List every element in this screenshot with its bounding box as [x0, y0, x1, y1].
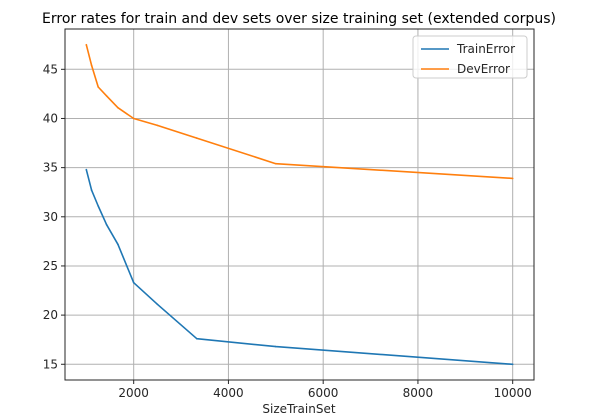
- x-tick-label: 4000: [213, 386, 244, 400]
- series-lines: [85, 43, 514, 366]
- data-point-deverror: [117, 106, 119, 109]
- y-tick-label: 20: [43, 308, 58, 322]
- y-tick-label: 35: [43, 161, 58, 175]
- plot-frame: [64, 28, 535, 381]
- y-tick-label: 15: [43, 357, 58, 371]
- x-axis-label: SizeTrainSet: [262, 402, 335, 416]
- grid-lines: [65, 29, 534, 380]
- x-tick-label: 10000: [494, 386, 532, 400]
- data-point-deverror: [275, 162, 277, 165]
- data-point-deverror: [90, 64, 93, 67]
- data-point-deverror: [132, 117, 135, 120]
- y-tick-label: 45: [43, 62, 58, 76]
- data-point-trainerror: [275, 345, 277, 348]
- data-point-trainerror: [156, 303, 159, 306]
- data-point-trainerror: [105, 223, 108, 226]
- data-point-trainerror: [117, 243, 119, 246]
- data-point-trainerror: [132, 281, 135, 284]
- data-point-trainerror: [85, 168, 88, 171]
- legend-label-deverror: DevError: [457, 62, 510, 76]
- legend-label-trainerror: TrainError: [456, 42, 515, 56]
- data-point-deverror: [156, 124, 159, 127]
- data-point-deverror: [97, 86, 99, 88]
- data-point-trainerror: [90, 189, 93, 191]
- data-point-deverror: [511, 177, 514, 180]
- data-point-deverror: [85, 43, 88, 46]
- chart-title: Error rates for train and dev sets over …: [42, 11, 556, 27]
- x-axis: 2000 4000 6000 8000 10000: [118, 380, 532, 400]
- x-tick-label: 6000: [308, 386, 339, 400]
- series-line-deverror: [85, 44, 513, 180]
- data-point-deverror: [105, 95, 108, 97]
- x-tick-label: 2000: [118, 386, 149, 400]
- y-axis: 15 20 25 30 35 40 45: [43, 62, 65, 371]
- legend-box: [412, 35, 528, 79]
- series-line-trainerror: [85, 169, 513, 366]
- data-point-trainerror: [196, 337, 198, 340]
- y-tick-label: 30: [43, 210, 58, 224]
- data-point-deverror: [196, 137, 198, 139]
- y-tick-label: 25: [43, 259, 58, 273]
- data-point-trainerror: [511, 363, 514, 366]
- legend: TrainError DevError: [412, 35, 528, 79]
- data-point-trainerror: [97, 205, 99, 207]
- x-tick-label: 8000: [403, 386, 434, 400]
- y-tick-label: 40: [43, 111, 58, 125]
